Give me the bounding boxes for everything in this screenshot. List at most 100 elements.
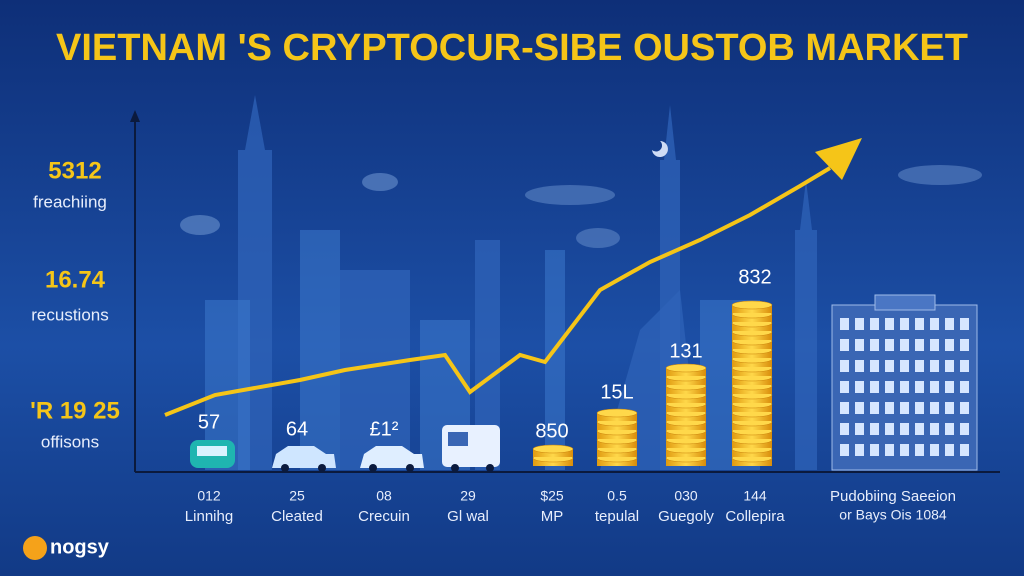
stat-value: 16.74 <box>45 266 106 293</box>
item-label: Linnihg <box>185 508 233 525</box>
axis-arrow <box>130 110 140 122</box>
window <box>960 444 969 456</box>
window <box>915 423 924 435</box>
window <box>930 360 939 372</box>
caption: or Bays Ois 1084 <box>839 507 947 523</box>
window <box>945 339 954 351</box>
window <box>855 381 864 393</box>
window <box>840 339 849 351</box>
item-value: 832 <box>738 266 771 288</box>
item-label: Cleated <box>271 508 323 525</box>
logo-icon <box>23 536 47 560</box>
stat-label: freachiing <box>33 192 107 211</box>
window <box>900 444 909 456</box>
item-value: 57 <box>198 411 220 433</box>
window <box>855 402 864 414</box>
window <box>960 423 969 435</box>
stat-value: 'R 19 25 <box>30 397 120 424</box>
coin-stacks <box>532 300 773 466</box>
item-number: 25 <box>289 488 305 504</box>
logo: nogsy <box>50 536 110 558</box>
caption: Pudobiing Saeeion <box>830 488 956 505</box>
building-windows <box>840 318 969 456</box>
window <box>915 360 924 372</box>
trend-arrow <box>815 138 862 180</box>
title: VIETNAM 'S CRYPTOCUR-SIBE OUSTOB MARKET <box>56 27 968 69</box>
coin-top <box>532 444 574 454</box>
window <box>945 360 954 372</box>
item-number: 0.5 <box>607 488 627 504</box>
window <box>900 402 909 414</box>
item-value: £1² <box>370 418 399 440</box>
window <box>900 339 909 351</box>
item-number: 012 <box>197 488 221 504</box>
item-value: 850 <box>535 420 568 442</box>
window <box>900 423 909 435</box>
vehicles <box>190 425 500 472</box>
item-number: 29 <box>460 488 476 504</box>
window <box>840 381 849 393</box>
window <box>900 318 909 330</box>
item-number: 030 <box>674 488 698 504</box>
item-label: Guegoly <box>658 508 714 525</box>
window <box>855 444 864 456</box>
window <box>930 339 939 351</box>
window <box>840 360 849 372</box>
window <box>945 402 954 414</box>
stat-label: offisons <box>41 432 99 451</box>
item-number: 08 <box>376 488 392 504</box>
window <box>915 318 924 330</box>
coin-top <box>596 408 638 418</box>
window <box>960 339 969 351</box>
window <box>840 318 849 330</box>
window <box>885 381 894 393</box>
window <box>945 318 954 330</box>
window <box>885 339 894 351</box>
item-label: Collepira <box>725 508 785 525</box>
window <box>960 402 969 414</box>
window <box>870 402 879 414</box>
coin-top <box>731 300 773 310</box>
window <box>870 318 879 330</box>
window <box>960 360 969 372</box>
window <box>870 381 879 393</box>
stat-value: 5312 <box>48 157 101 184</box>
item-number: $25 <box>540 488 564 504</box>
window <box>900 381 909 393</box>
window <box>960 381 969 393</box>
window <box>960 318 969 330</box>
item-label: MP <box>541 508 564 525</box>
window <box>885 423 894 435</box>
window <box>915 339 924 351</box>
item-value: 131 <box>669 340 702 362</box>
window <box>930 444 939 456</box>
item-label: Gl wal <box>447 508 489 525</box>
item-label: Crecuin <box>358 508 410 525</box>
window <box>870 423 879 435</box>
window <box>870 339 879 351</box>
window <box>855 423 864 435</box>
window <box>855 318 864 330</box>
window <box>870 360 879 372</box>
item-value: 64 <box>286 418 308 440</box>
window <box>840 402 849 414</box>
window <box>930 381 939 393</box>
trend-line <box>164 166 832 417</box>
window <box>885 402 894 414</box>
window <box>885 360 894 372</box>
window <box>930 318 939 330</box>
window <box>855 360 864 372</box>
item-value: 15L <box>600 381 633 403</box>
window <box>870 444 879 456</box>
window <box>855 339 864 351</box>
window <box>930 402 939 414</box>
window <box>930 423 939 435</box>
window <box>840 444 849 456</box>
item-number: 144 <box>743 488 767 504</box>
window <box>885 444 894 456</box>
item-label: tepulal <box>595 508 639 525</box>
window <box>840 423 849 435</box>
window <box>945 381 954 393</box>
